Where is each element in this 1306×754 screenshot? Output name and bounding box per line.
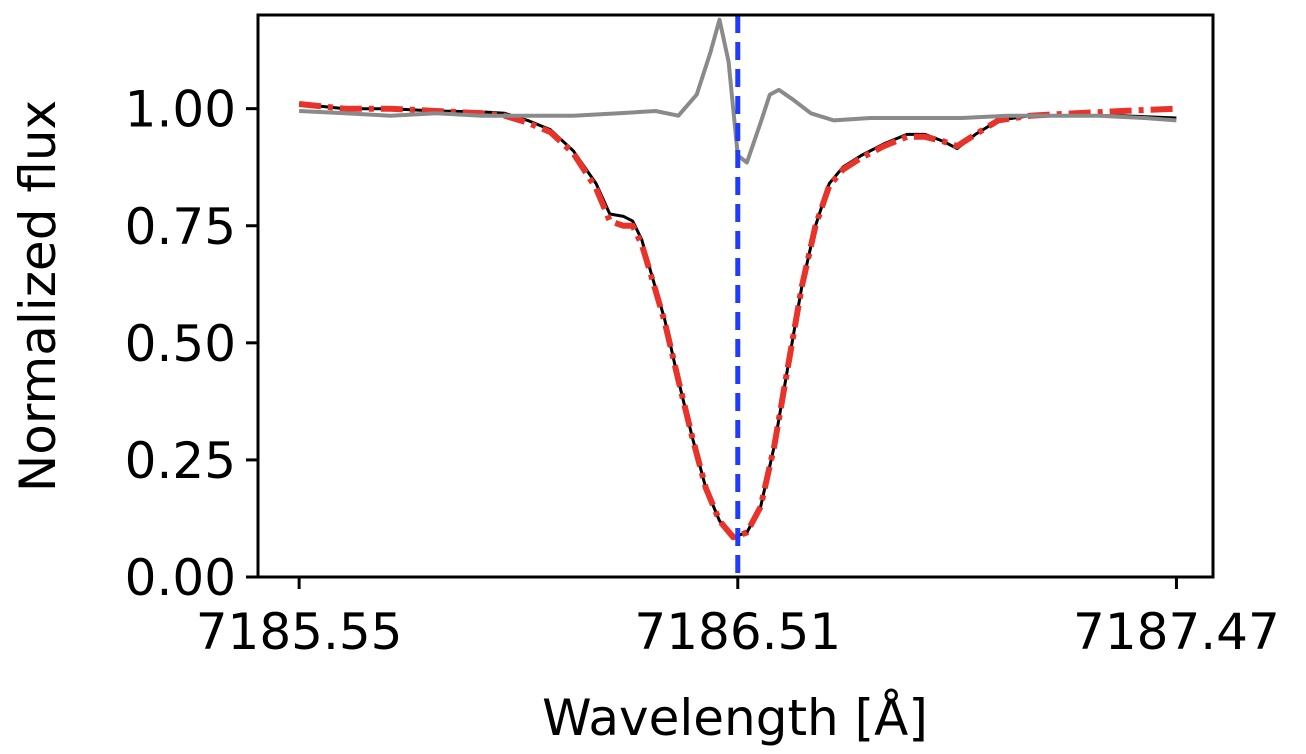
series-layer	[298, 17, 1177, 541]
series-line-3	[298, 17, 1177, 165]
x-axis: 7185.55 7186.51 7187.47	[196, 577, 1280, 661]
y-axis-label: Normalized flux	[9, 100, 67, 492]
y-tick-label: 0.25	[125, 432, 236, 490]
y-tick-label: 0.00	[125, 549, 236, 607]
x-axis-label: Wavelength [Å]	[542, 689, 928, 747]
x-tick-label: 7187.47	[1073, 603, 1280, 661]
plot-frame	[256, 13, 1215, 579]
series-line-2	[298, 101, 1177, 541]
y-tick-label: 0.75	[125, 198, 236, 256]
x-tick-label: 7186.51	[634, 603, 841, 661]
x-tick-label: 7185.55	[196, 603, 403, 661]
y-tick-label: 0.50	[125, 315, 236, 373]
y-tick-label: 1.00	[125, 81, 236, 139]
y-axis: 0.00 0.25 0.50 0.75 1.00	[125, 81, 258, 607]
